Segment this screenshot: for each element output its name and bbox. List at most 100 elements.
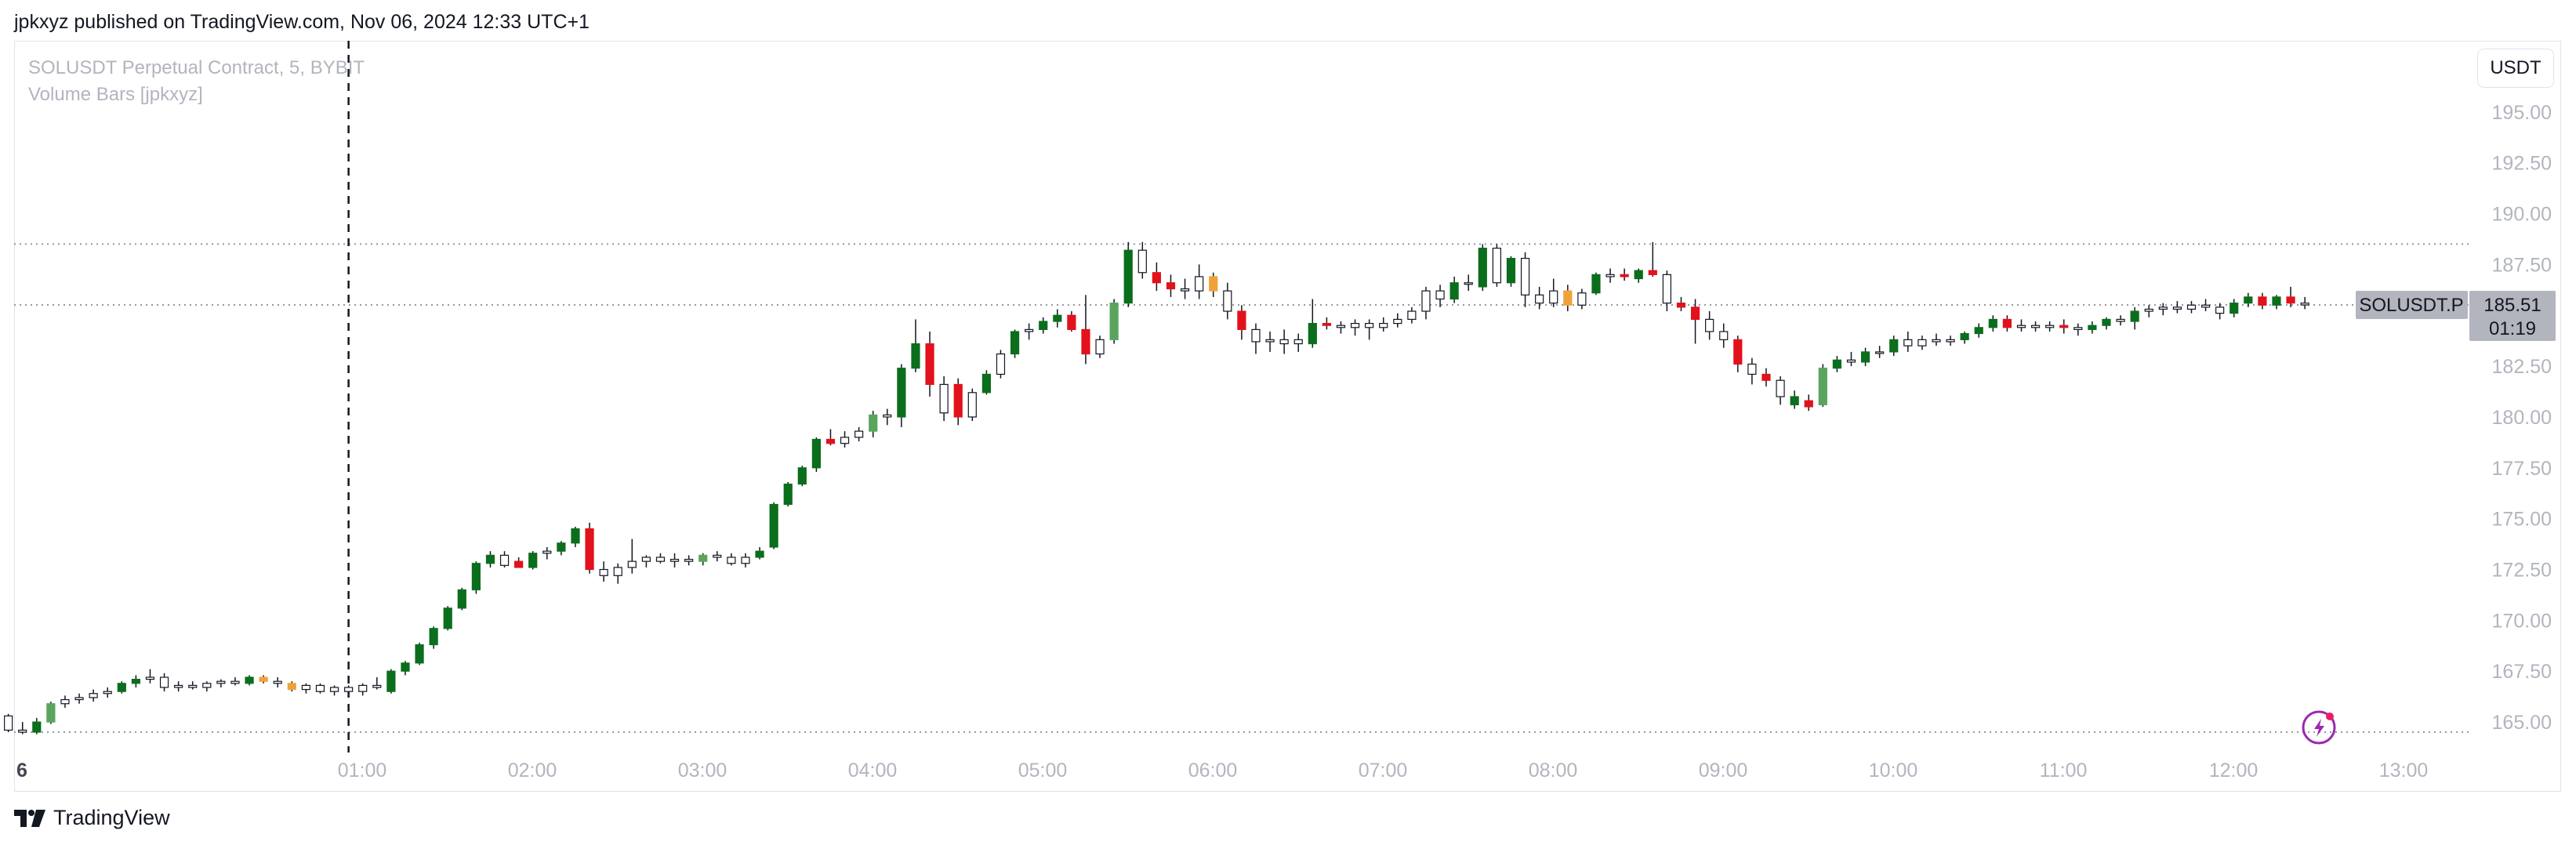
candle[interactable] [1081,295,1090,364]
candle[interactable] [2200,299,2211,312]
candle[interactable] [883,408,892,426]
candle[interactable] [698,553,708,566]
candle[interactable] [1180,278,1190,299]
candle[interactable] [117,681,126,694]
candle[interactable] [1464,274,1473,292]
candle[interactable] [329,685,339,696]
candle[interactable] [2172,301,2182,314]
candle[interactable] [2002,315,2012,332]
candle[interactable] [1988,315,1997,332]
candle[interactable] [457,587,466,611]
candle[interactable] [599,561,608,582]
candle[interactable] [627,539,637,574]
candle[interactable] [1932,333,1941,346]
candle[interactable] [1322,317,1331,330]
candle[interactable] [1379,317,1388,332]
candle[interactable] [1251,323,1261,354]
candle[interactable] [727,553,736,566]
candle[interactable] [2045,321,2055,332]
candle[interactable] [1010,329,1020,358]
candle[interactable] [18,722,27,734]
candle[interactable] [1152,262,1161,292]
candle[interactable] [145,669,155,684]
candle[interactable] [2286,286,2295,307]
candle[interactable] [1308,299,1317,348]
candle[interactable] [2059,319,2069,334]
candle[interactable] [2102,317,2111,330]
candle[interactable] [1662,270,1671,312]
candle[interactable] [1166,274,1176,297]
candle[interactable] [2116,315,2125,326]
candle[interactable] [1350,319,1360,336]
candle[interactable] [1676,296,1686,312]
candle[interactable] [1123,241,1133,307]
candle[interactable] [1719,323,1729,348]
candle[interactable] [869,411,878,437]
candle[interactable] [897,364,906,427]
lightning-icon[interactable] [2302,710,2336,745]
candle[interactable] [2144,305,2153,317]
candle[interactable] [1605,268,1615,283]
candle[interactable] [1293,333,1303,352]
candle[interactable] [514,557,524,568]
candle[interactable] [46,702,56,724]
candle[interactable] [2088,321,2097,334]
candle[interactable] [1960,331,1969,344]
candle[interactable] [443,606,452,631]
candle[interactable] [301,683,310,694]
candle[interactable] [769,502,778,549]
candle[interactable] [1365,319,1374,340]
candle[interactable] [967,388,977,422]
candle[interactable] [1109,299,1119,344]
candle[interactable] [755,546,764,560]
candle[interactable] [1279,329,1289,354]
candle[interactable] [2158,303,2168,316]
candle[interactable] [1860,347,1870,367]
candle[interactable] [1903,331,1913,352]
candle[interactable] [2230,299,2239,317]
candle[interactable] [1705,311,1714,340]
candle[interactable] [259,675,268,684]
candle[interactable] [372,677,382,690]
candle[interactable] [1875,346,1885,358]
candle[interactable] [1265,331,1275,352]
candle[interactable] [1237,305,1246,340]
candle[interactable] [840,431,850,448]
candle[interactable] [825,429,836,446]
candle[interactable] [188,681,198,690]
candle[interactable] [783,481,793,507]
candle[interactable] [1435,285,1445,307]
candle[interactable] [1917,335,1927,350]
candle[interactable] [1733,335,1743,372]
candle[interactable] [939,376,949,422]
candle[interactable] [811,437,821,472]
candle[interactable] [1577,288,1587,310]
candle[interactable] [2186,301,2197,314]
candle[interactable] [1974,323,1983,338]
candle[interactable] [1449,276,1459,303]
candle[interactable] [1648,241,1657,277]
candle[interactable] [953,378,963,426]
candle[interactable] [1946,335,1955,346]
candle[interactable] [2215,303,2225,320]
candle[interactable] [1889,335,1899,357]
candle[interactable] [245,675,254,686]
candle[interactable] [741,553,750,568]
candle[interactable] [542,546,552,560]
candle[interactable] [613,563,622,584]
candle[interactable] [1039,317,1048,334]
candle[interactable] [911,319,920,372]
candle[interactable] [499,551,510,568]
candle[interactable] [557,541,566,556]
candle[interactable] [2258,292,2267,310]
candle[interactable] [1492,244,1501,287]
candle[interactable] [2272,295,2281,310]
candle[interactable] [1790,390,1799,409]
candle[interactable] [655,553,666,564]
candle[interactable] [74,693,84,704]
candle[interactable] [854,426,864,442]
candle[interactable] [1804,394,1813,412]
candle[interactable] [89,689,98,702]
candle[interactable] [1067,311,1076,332]
candle[interactable] [1393,313,1402,328]
